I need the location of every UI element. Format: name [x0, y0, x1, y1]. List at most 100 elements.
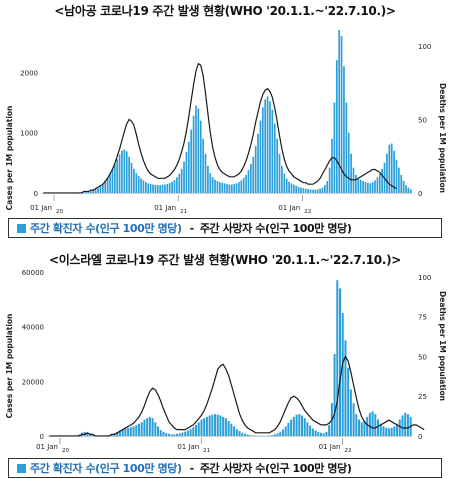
- bar: [135, 425, 138, 436]
- bar: [314, 430, 317, 436]
- y-right-tick-label: 100: [418, 274, 431, 282]
- bar: [324, 185, 326, 193]
- bar: [121, 150, 123, 193]
- chart-title-south-africa: <남아공 코로나19 주간 발생 현황(WHO '20.1.1.~'22.7.1…: [54, 4, 396, 18]
- bar: [209, 173, 212, 193]
- x-tick-label: 01 Jan: [319, 443, 341, 451]
- bar: [366, 416, 369, 436]
- bar: [349, 389, 352, 436]
- bar: [357, 177, 360, 193]
- bar: [390, 143, 393, 193]
- bar: [377, 419, 380, 436]
- bar: [300, 187, 302, 193]
- x-tick-year-label: 20: [62, 448, 69, 454]
- bar: [325, 431, 328, 436]
- bar: [290, 183, 293, 193]
- bar: [148, 416, 151, 436]
- bar: [192, 115, 195, 193]
- bar: [271, 435, 274, 436]
- bar: [378, 173, 381, 193]
- y-left-tick-label: 0: [40, 433, 44, 441]
- bar: [151, 418, 154, 436]
- bar: [281, 165, 283, 193]
- bar: [144, 182, 147, 193]
- bar: [247, 170, 250, 193]
- bar: [254, 145, 257, 193]
- bar: [180, 168, 183, 193]
- bar: [303, 418, 306, 436]
- bar: [238, 431, 241, 436]
- legend-cases-swatch-icon: [17, 463, 26, 473]
- bar: [165, 433, 168, 436]
- bar: [298, 414, 301, 436]
- bar: [381, 168, 384, 193]
- bar: [195, 105, 197, 193]
- bar: [185, 151, 188, 193]
- bar: [87, 191, 90, 193]
- y-left-axis-label: Cases per 1M population: [5, 106, 14, 211]
- bar: [118, 430, 121, 436]
- bar: [214, 179, 216, 193]
- bar: [233, 183, 236, 193]
- bar: [197, 422, 200, 436]
- deaths-line: [49, 355, 425, 437]
- bar: [109, 173, 111, 193]
- bar: [223, 183, 226, 193]
- chart-israel: 0 20000 40000 60000 0 25 50 75 100 01 Jan 20 01 Jan…: [5, 269, 447, 454]
- bar: [202, 138, 204, 193]
- bar: [235, 429, 238, 436]
- bar: [343, 66, 345, 193]
- bar: [189, 429, 192, 436]
- bar: [173, 180, 176, 193]
- bar: [156, 185, 159, 193]
- bar: [404, 412, 407, 436]
- bar: [190, 129, 193, 193]
- bar: [183, 161, 185, 193]
- bar: [203, 418, 206, 436]
- y-left-tick-label: 0: [34, 190, 38, 198]
- bar: [306, 422, 309, 436]
- bar: [230, 423, 233, 436]
- x-tick-year-label: 22: [304, 209, 311, 215]
- bar: [295, 185, 298, 193]
- legend-cases-label: 주간 확진자 수(인구 100만 명당): [30, 222, 182, 235]
- bar: [149, 183, 152, 193]
- bar: [208, 415, 211, 436]
- bar: [326, 180, 329, 193]
- legend-cases-swatch-icon: [17, 223, 26, 233]
- bar: [116, 431, 119, 436]
- bar: [143, 419, 146, 436]
- bar: [162, 431, 165, 436]
- bar: [240, 180, 243, 193]
- bar: [393, 426, 396, 436]
- y-right-tick-label: 25: [418, 393, 427, 401]
- bar: [371, 411, 374, 436]
- bar: [338, 30, 341, 194]
- plot-area: 0 1000 2000 0 50 100 01 Jan 20 01 Jan 21 01 Jan 22: [20, 30, 431, 215]
- bar: [250, 164, 252, 193]
- bar: [147, 183, 150, 193]
- bar: [344, 340, 347, 436]
- bar: [113, 164, 116, 193]
- bar: [121, 429, 124, 436]
- bar: [133, 168, 135, 193]
- bar: [331, 138, 333, 193]
- bar: [319, 188, 321, 193]
- bar: [285, 178, 288, 193]
- bar: [199, 120, 202, 193]
- bar: [259, 120, 262, 193]
- bar: [187, 141, 190, 193]
- legend-deaths-label: 주간 사망자 수(인구 100만 명당): [199, 462, 352, 475]
- bar: [319, 432, 323, 436]
- bar: [302, 188, 305, 193]
- bar: [340, 36, 343, 193]
- x-tick-label: 01 Jan: [30, 204, 52, 212]
- bar: [316, 189, 319, 193]
- bar: [374, 414, 377, 436]
- bar: [264, 99, 267, 193]
- bar: [137, 176, 140, 193]
- bar: [161, 184, 164, 193]
- bar: [307, 189, 310, 193]
- bar: [401, 415, 404, 436]
